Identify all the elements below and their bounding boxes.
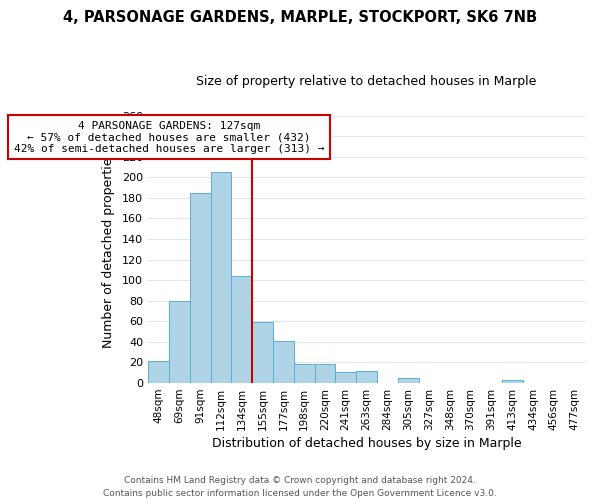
- Bar: [169, 301, 190, 383]
- Bar: [314, 364, 335, 383]
- Bar: [502, 380, 523, 383]
- Bar: [398, 378, 419, 383]
- Y-axis label: Number of detached properties: Number of detached properties: [102, 151, 115, 348]
- Bar: [335, 372, 356, 383]
- Bar: [190, 192, 211, 383]
- Bar: [252, 322, 273, 383]
- Bar: [356, 370, 377, 383]
- Bar: [273, 341, 294, 383]
- Text: 4, PARSONAGE GARDENS, MARPLE, STOCKPORT, SK6 7NB: 4, PARSONAGE GARDENS, MARPLE, STOCKPORT,…: [63, 10, 537, 25]
- Bar: [148, 362, 169, 383]
- Bar: [232, 276, 252, 383]
- Title: Size of property relative to detached houses in Marple: Size of property relative to detached ho…: [196, 75, 537, 88]
- Text: Contains HM Land Registry data © Crown copyright and database right 2024.
Contai: Contains HM Land Registry data © Crown c…: [103, 476, 497, 498]
- X-axis label: Distribution of detached houses by size in Marple: Distribution of detached houses by size …: [212, 437, 521, 450]
- Bar: [294, 364, 314, 383]
- Text: 4 PARSONAGE GARDENS: 127sqm
← 57% of detached houses are smaller (432)
42% of se: 4 PARSONAGE GARDENS: 127sqm ← 57% of det…: [14, 120, 324, 154]
- Bar: [211, 172, 232, 383]
